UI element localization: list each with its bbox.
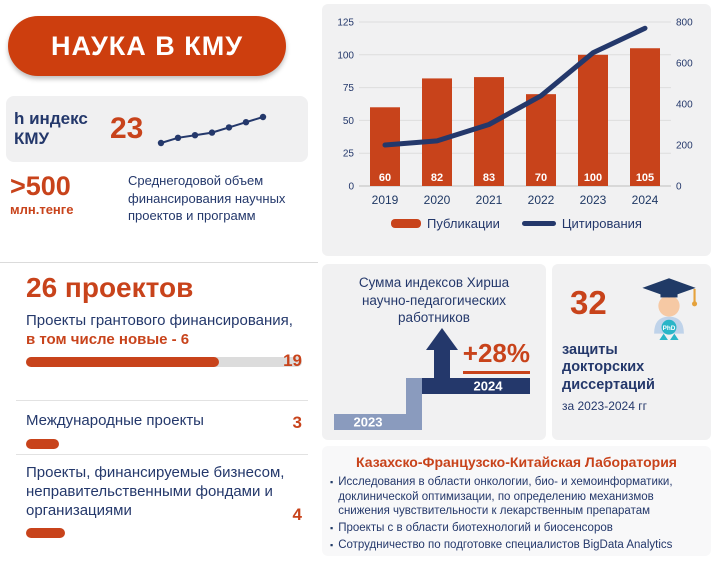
legend-citations: Цитирования xyxy=(561,216,642,231)
funding-block: >500 млн.тенге Среднегодовой объем финан… xyxy=(10,171,312,225)
step-2023-riser xyxy=(406,378,422,430)
svg-text:70: 70 xyxy=(534,172,546,184)
svg-text:2020: 2020 xyxy=(423,193,450,207)
h-index-label-line1: h индекс xyxy=(14,109,88,129)
citations-line-icon xyxy=(521,221,556,226)
h-index-sparkline xyxy=(158,113,267,147)
funding-unit: млн.тенге xyxy=(10,201,74,217)
year-2023-label: 2023 xyxy=(354,415,383,430)
item-divider xyxy=(16,454,308,455)
h-index-label-line2: КМУ xyxy=(14,129,50,148)
up-arrow-icon xyxy=(426,328,458,350)
svg-text:0: 0 xyxy=(676,182,682,193)
defenses-period: за 2023-2024 гг xyxy=(562,399,647,414)
laboratory-panel: Казахско-Французско-Китайская Лаборатори… xyxy=(322,446,711,556)
progress-track xyxy=(26,356,302,367)
funding-amount: >500 xyxy=(10,171,71,201)
publications-swatch-icon xyxy=(391,219,422,228)
svg-text:200: 200 xyxy=(676,141,693,152)
lab-bullet-text: Исследования в области онкологии, био- и… xyxy=(338,476,673,518)
year-2024-label: 2024 xyxy=(474,379,504,394)
defense-top-row: 32 PhD xyxy=(562,274,701,340)
svg-text:2023: 2023 xyxy=(579,193,606,207)
svg-text:PhD: PhD xyxy=(663,325,676,332)
defenses-label: защиты докторских диссертаций xyxy=(562,342,655,393)
svg-text:600: 600 xyxy=(676,59,693,70)
bullet-icon: ▪ xyxy=(330,539,334,550)
projects-title: 26 проектов xyxy=(26,272,194,303)
phd-graduate-icon: PhD xyxy=(642,278,698,340)
lab-bullet-text: Сотрудничество по подготовке специалисто… xyxy=(338,538,673,551)
svg-text:60: 60 xyxy=(378,172,390,184)
year-steps-chart: 2023 2024 xyxy=(334,328,530,430)
item-divider xyxy=(16,400,308,401)
progress-bar xyxy=(26,528,65,539)
bullet-icon: ▪ xyxy=(330,477,334,487)
hirsch-delta: +28% xyxy=(462,338,530,374)
lab-bullet-item: ▪ Исследования в области онкологии, био-… xyxy=(330,475,703,519)
project-label: Проекты грантового финансирования, xyxy=(26,312,293,329)
hirsch-title: Сумма индексов Хирша научно-педагогическ… xyxy=(358,275,510,326)
project-item-grants: Проекты грантового финансирования, в том… xyxy=(26,312,302,370)
progress-bar xyxy=(26,356,220,367)
h-index-label: h индекс КМУ xyxy=(14,109,108,148)
svg-text:2022: 2022 xyxy=(527,193,554,207)
chart-legend: Публикации Цитирования xyxy=(322,216,711,231)
lab-bullet-text: Проекты с в области биотехнологий и биос… xyxy=(338,522,613,535)
progress-bar xyxy=(26,438,60,449)
svg-text:105: 105 xyxy=(635,172,653,184)
project-label-highlight: в том числе новые - 6 xyxy=(26,330,190,348)
laboratory-title: Казахско-Французско-Китайская Лаборатори… xyxy=(356,454,677,470)
lab-bullet-item: ▪ Сотрудничество по подготовке специалис… xyxy=(330,538,703,553)
step-2024-tread xyxy=(422,378,530,394)
step-2024-riser xyxy=(434,348,450,380)
svg-text:2021: 2021 xyxy=(475,193,502,207)
svg-text:2019: 2019 xyxy=(371,193,398,207)
page-title: НАУКА В КМУ xyxy=(8,16,286,76)
svg-text:0: 0 xyxy=(348,182,354,193)
project-value: 19 xyxy=(283,351,302,370)
svg-text:50: 50 xyxy=(342,116,354,127)
svg-text:400: 400 xyxy=(676,100,693,111)
svg-text:82: 82 xyxy=(430,172,442,184)
doctoral-defenses-panel: 32 PhD защиты докторских диссертаций за … xyxy=(552,264,711,440)
project-item-business: Проекты, финансируемые бизнесом, неправи… xyxy=(26,464,302,539)
project-value: 4 xyxy=(292,505,302,524)
bullet-icon: ▪ xyxy=(330,523,334,534)
defenses-value: 32 xyxy=(570,284,607,321)
project-label: Проекты, финансируемые бизнесом, неправи… xyxy=(26,464,285,519)
svg-text:75: 75 xyxy=(342,83,354,94)
project-item-international: Международные проекты 3 xyxy=(26,412,302,449)
section-divider xyxy=(0,262,318,263)
hirsch-index-panel: Сумма индексов Хирша научно-педагогическ… xyxy=(322,264,546,440)
publications-chart-panel: 0 25 50 75 100 125 0 200 400 600 800 60 82 83 70 100 105… xyxy=(322,4,711,256)
svg-text:2024: 2024 xyxy=(631,193,658,207)
project-label: Международные проекты xyxy=(26,412,204,429)
h-index-value: 23 xyxy=(110,112,144,145)
svg-text:100: 100 xyxy=(583,172,601,184)
svg-text:25: 25 xyxy=(342,149,354,160)
h-index-card: h индекс КМУ 23 xyxy=(6,96,308,162)
funding-description: Среднегодовой объем финансирования научн… xyxy=(128,173,286,224)
svg-text:800: 800 xyxy=(676,18,693,29)
svg-text:83: 83 xyxy=(482,172,494,184)
svg-text:100: 100 xyxy=(337,50,354,61)
publications-citations-chart: 0 25 50 75 100 125 0 200 400 600 800 60 82 83 70 100 105… xyxy=(337,18,693,208)
step-2023-tread xyxy=(334,414,422,430)
project-value: 3 xyxy=(292,413,302,432)
lab-bullet-item: ▪ Проекты с в области биотехнологий и би… xyxy=(330,521,703,536)
svg-text:125: 125 xyxy=(337,18,354,29)
legend-publications: Публикации xyxy=(427,216,500,231)
funding-value: >500 млн.тенге xyxy=(10,171,122,217)
